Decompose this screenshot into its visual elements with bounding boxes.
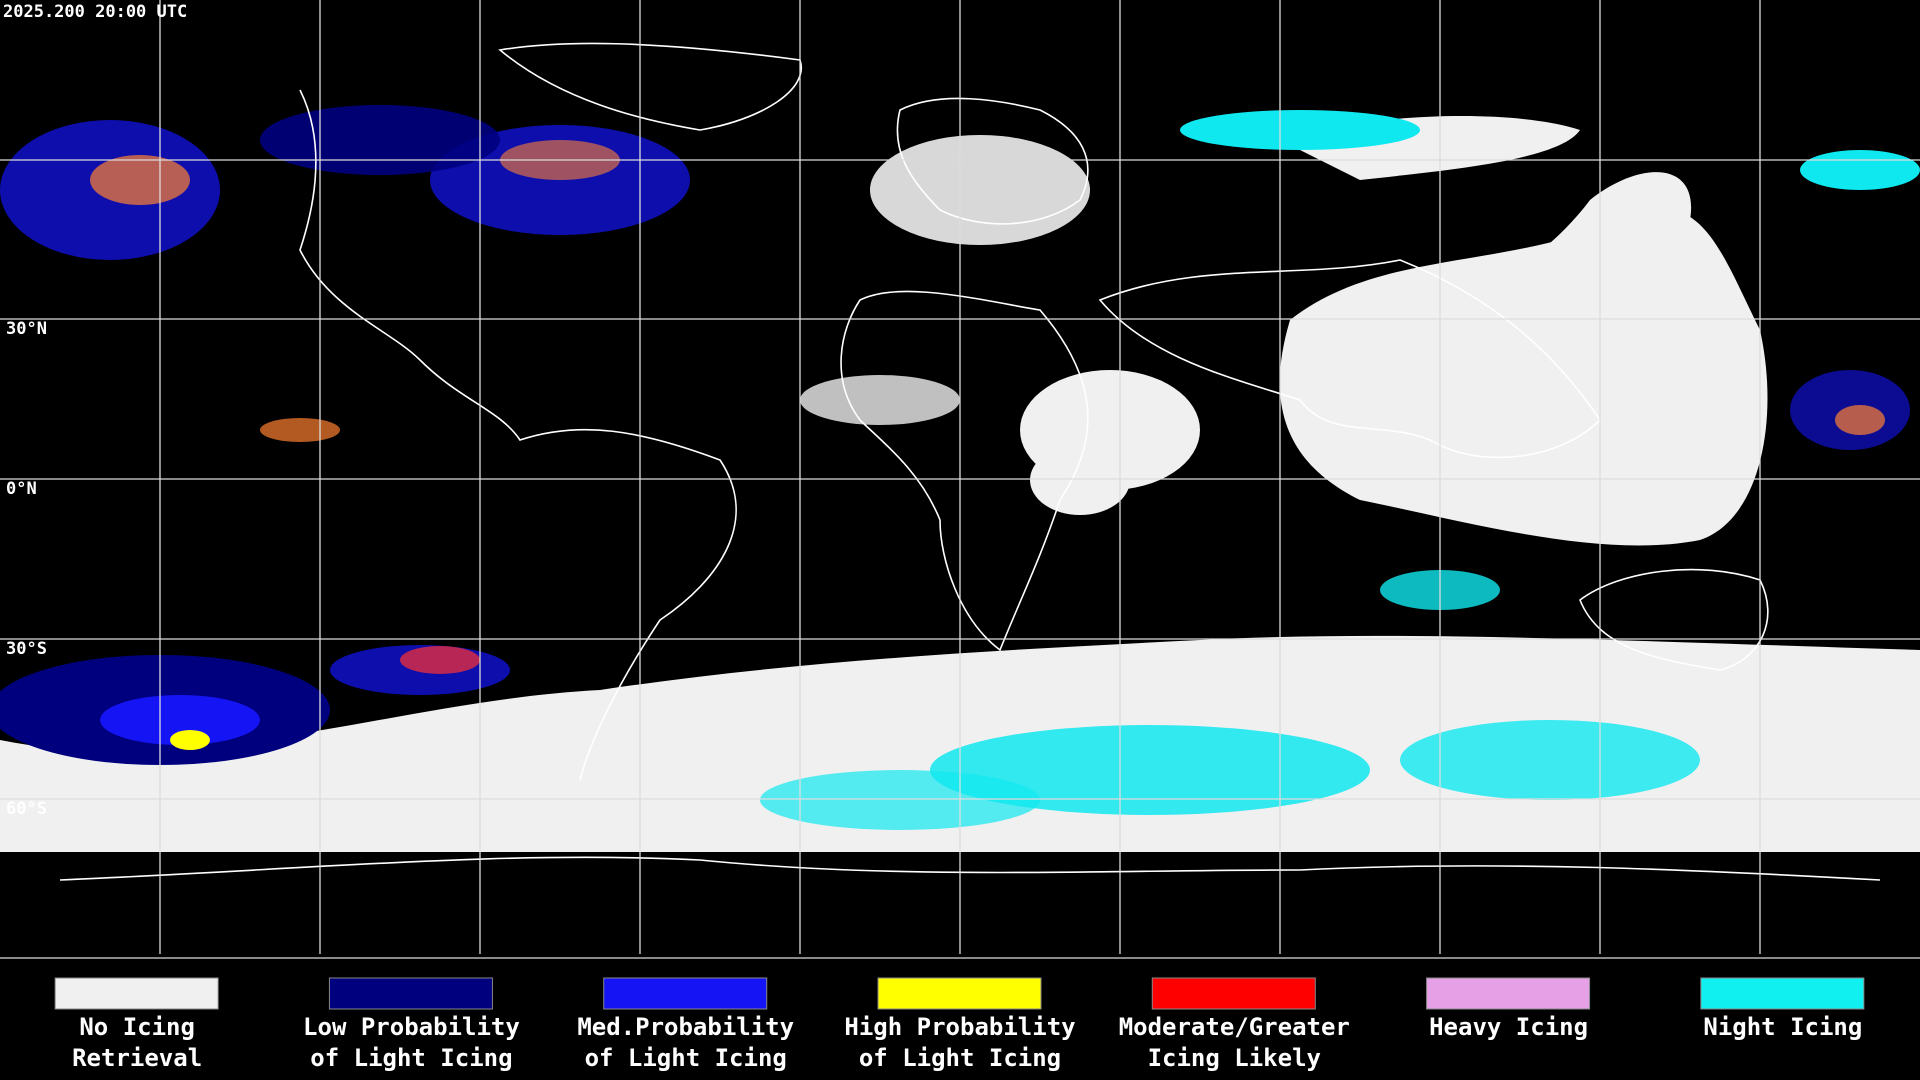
night-icing bbox=[1180, 110, 1420, 150]
coastlines bbox=[59, 42, 1881, 881]
legend-label: No Icing bbox=[79, 1013, 195, 1041]
icing bbox=[90, 155, 190, 205]
legend-label: High Probability bbox=[844, 1013, 1075, 1041]
legend-swatch bbox=[603, 977, 768, 1010]
legend-label: Med.Probability bbox=[577, 1013, 794, 1041]
legend-label: Night Icing bbox=[1703, 1013, 1862, 1041]
legend-swatch bbox=[1700, 977, 1865, 1010]
legend-label: Retrieval bbox=[72, 1044, 202, 1072]
legend-label: Moderate/Greater bbox=[1119, 1013, 1350, 1041]
coastline bbox=[840, 290, 1089, 652]
graticule bbox=[0, 0, 1920, 959]
legend-swatch bbox=[54, 977, 219, 1010]
latitude-label: 60°S bbox=[6, 799, 47, 819]
legend-label: Low Probability bbox=[303, 1013, 520, 1041]
legend-label: Icing Likely bbox=[1148, 1044, 1321, 1072]
cloud bbox=[800, 375, 960, 425]
coastline bbox=[896, 97, 1089, 225]
icing bbox=[260, 418, 340, 442]
legend: No Icing Retrieval Low Probability of Light… bbox=[54, 977, 1865, 1072]
legend-label: of Light Icing bbox=[310, 1044, 512, 1072]
latitude-labels: 30°N 0°N 30°S 60°S bbox=[6, 319, 47, 819]
icing bbox=[400, 646, 480, 674]
latitude-label: 30°S bbox=[6, 639, 47, 659]
latitude-label: 0°N bbox=[6, 479, 37, 499]
coastline bbox=[59, 856, 1881, 881]
night-icing bbox=[1400, 720, 1700, 800]
cloud bbox=[1279, 208, 1768, 546]
coastline bbox=[1579, 568, 1769, 671]
med-icing bbox=[100, 695, 260, 745]
latitude-label: 30°N bbox=[6, 319, 47, 339]
cloud bbox=[870, 135, 1090, 245]
cloud bbox=[1030, 445, 1130, 515]
legend-label: of Light Icing bbox=[585, 1044, 787, 1072]
legend-swatch bbox=[1151, 977, 1316, 1010]
icing bbox=[1835, 405, 1885, 435]
cloud bbox=[1470, 172, 1692, 306]
legend-swatch bbox=[1426, 977, 1591, 1010]
legend-swatch bbox=[877, 977, 1042, 1010]
timestamp: 2025.200 20:00 UTC bbox=[3, 2, 187, 22]
night-icing bbox=[1800, 150, 1920, 190]
night-icing bbox=[760, 770, 1040, 830]
legend-swatch bbox=[328, 977, 493, 1010]
coastline bbox=[498, 42, 803, 131]
coastline bbox=[1098, 259, 1602, 459]
legend-label: of Light Icing bbox=[859, 1044, 1061, 1072]
coastline bbox=[299, 89, 737, 781]
night-icing bbox=[930, 725, 1370, 815]
low-icing bbox=[260, 105, 500, 175]
legend-label: Heavy Icing bbox=[1429, 1013, 1588, 1041]
high-icing bbox=[170, 730, 210, 750]
